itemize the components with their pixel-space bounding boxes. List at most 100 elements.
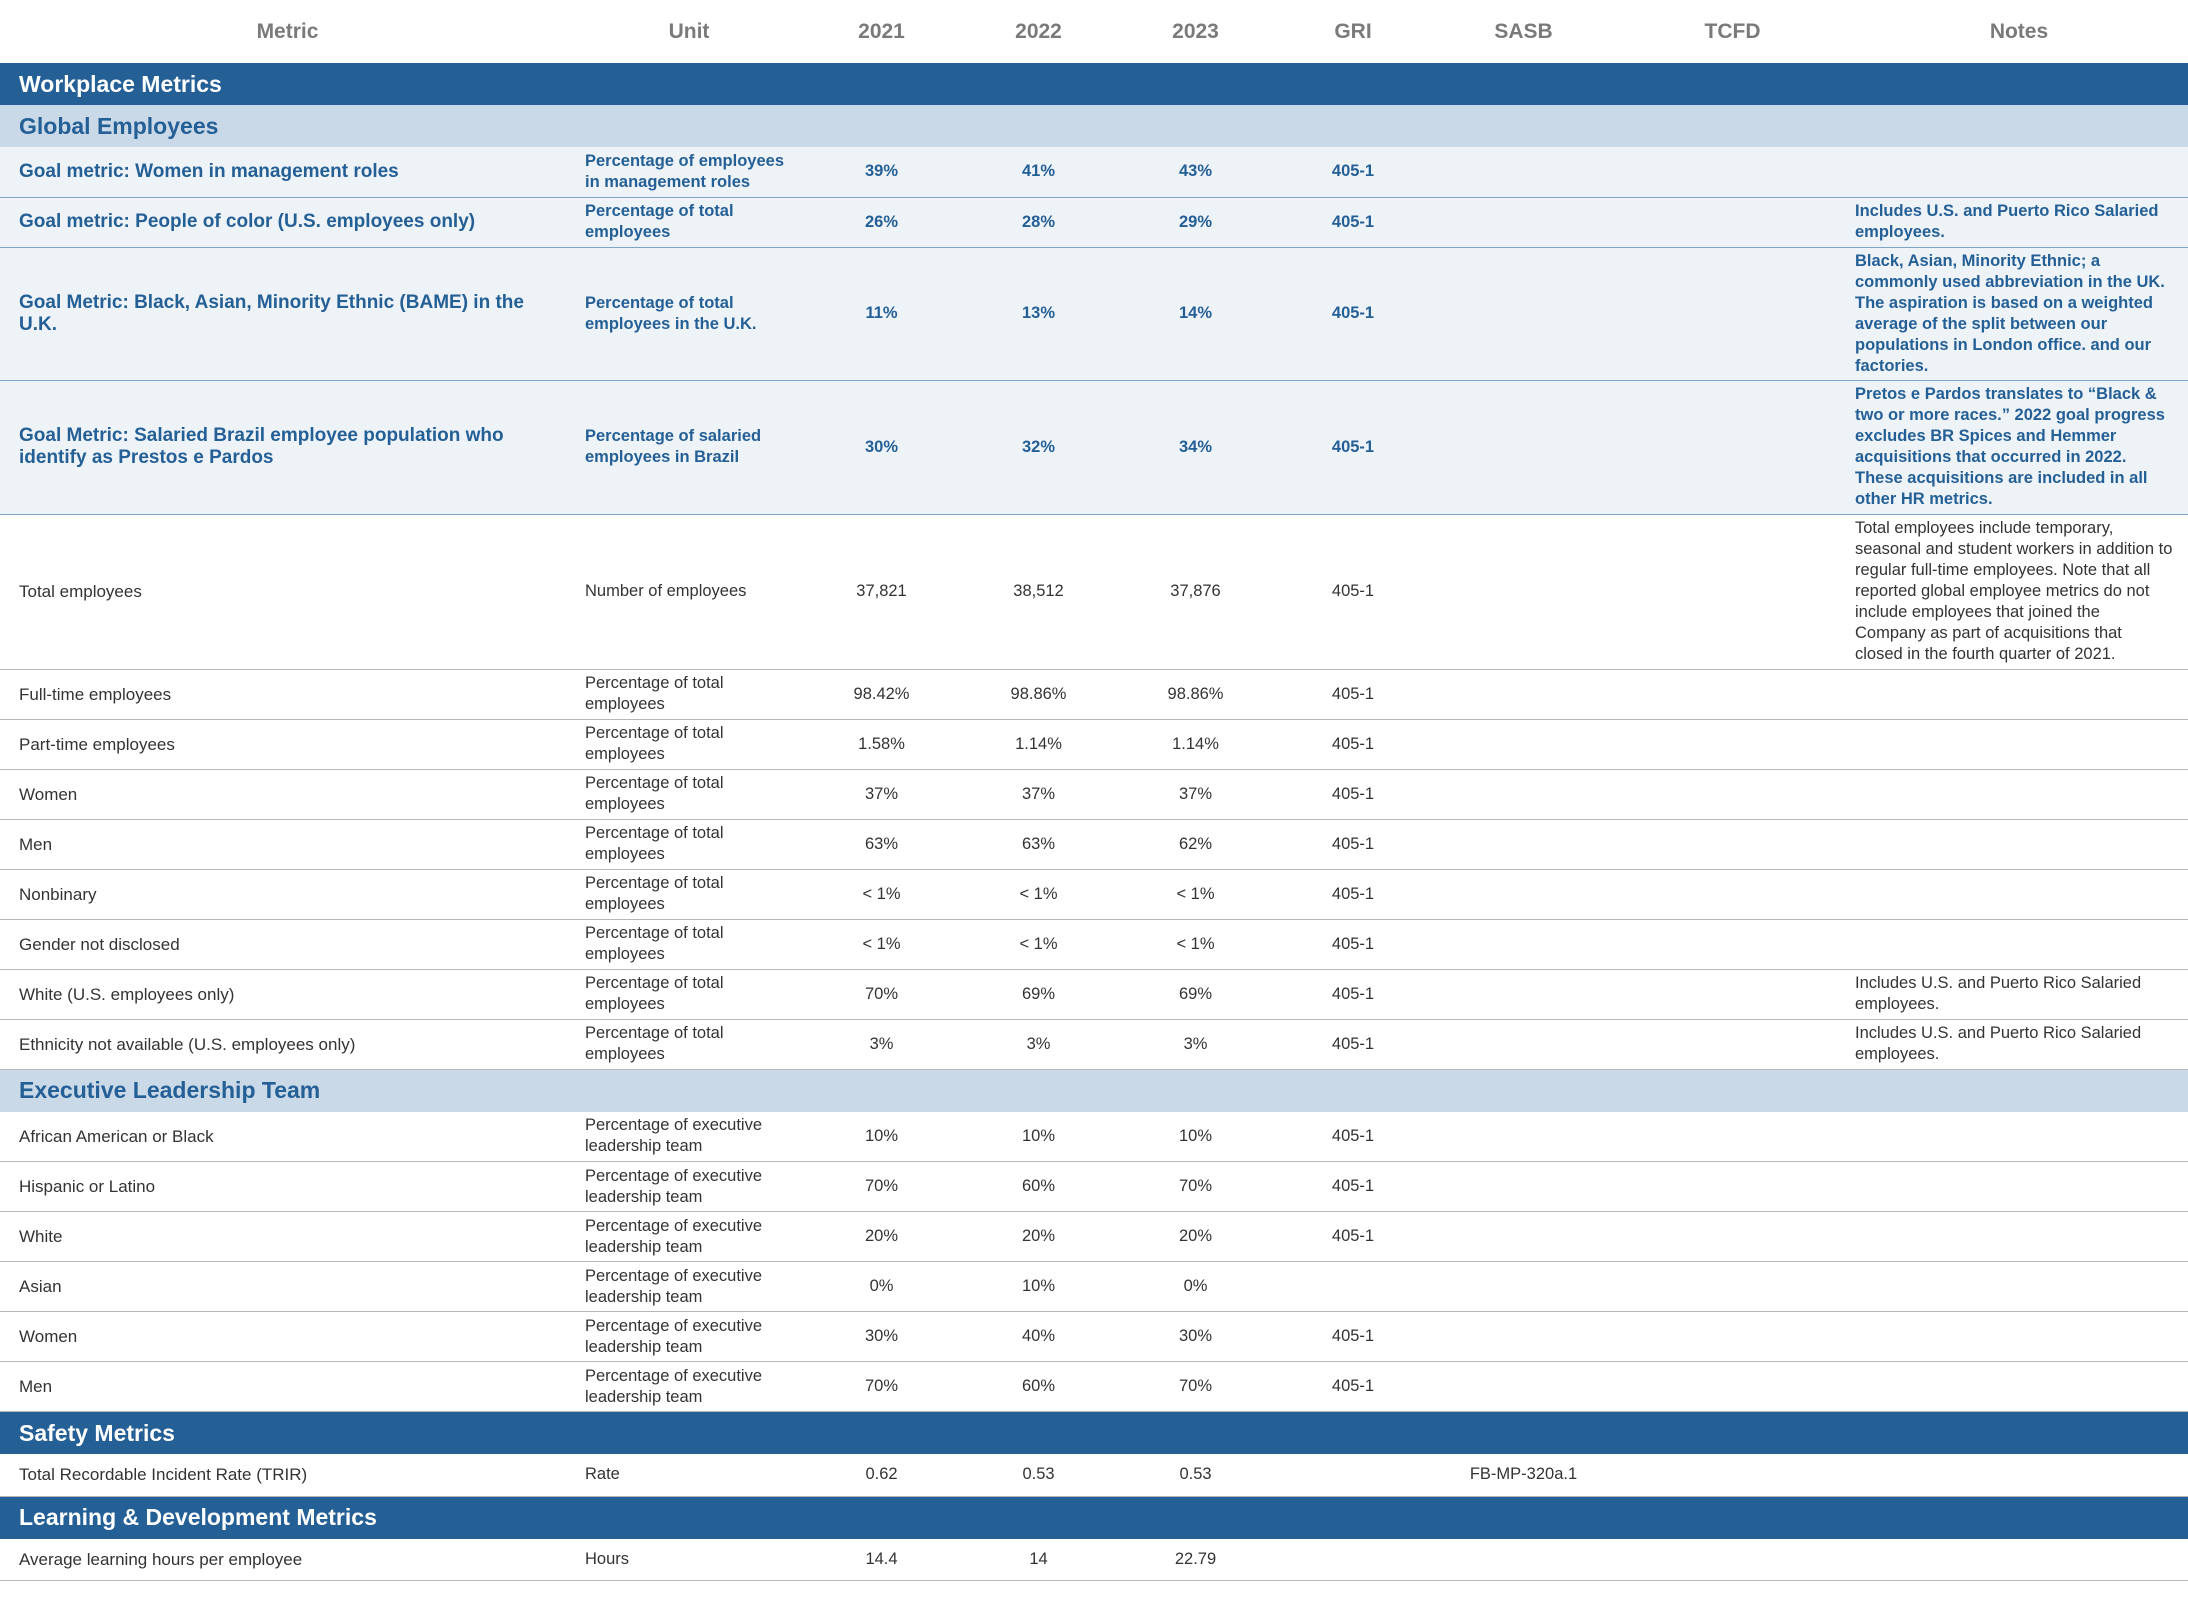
cell-tcfd — [1615, 1111, 1850, 1162]
cell-tcfd — [1615, 1161, 1850, 1212]
cell-y2023: 29% — [1117, 197, 1274, 248]
cell-gri — [1274, 1261, 1432, 1312]
cell-metric: White — [0, 1211, 575, 1262]
cell-unit: Percentage of executive leadership team — [575, 1211, 803, 1262]
cell-y2023: 3% — [1117, 1019, 1274, 1070]
cell-y2022: 28% — [960, 197, 1117, 248]
cell-tcfd — [1615, 919, 1850, 970]
cell-y2021: 20% — [803, 1211, 960, 1262]
learning-development-rows: Average learning hours per employee Hours… — [0, 1538, 2188, 1581]
cell-notes — [1850, 669, 2188, 720]
exec-section-header: Executive Leadership Team — [0, 1069, 2188, 1112]
cell-notes: Black, Asian, Minority Ethnic; a commonl… — [1850, 247, 2188, 381]
cell-y2021: 70% — [803, 1161, 960, 1212]
header-2021: 2021 — [858, 19, 905, 43]
cell-gri — [1274, 1454, 1432, 1497]
learning-section-header: Learning & Development Metrics — [0, 1496, 2188, 1539]
cell-y2022: 40% — [960, 1311, 1117, 1362]
table-row: Full-time employees Percentage of total e… — [0, 669, 2188, 720]
cell-notes — [1850, 1261, 2188, 1312]
cell-metric: Nonbinary — [0, 869, 575, 920]
cell-metric: Men — [0, 819, 575, 870]
header-2022: 2022 — [1015, 19, 1062, 43]
cell-gri: 405-1 — [1274, 247, 1432, 381]
header-tcfd: TCFD — [1704, 19, 1761, 43]
cell-metric: Women — [0, 769, 575, 820]
cell-y2022: < 1% — [960, 919, 1117, 970]
cell-notes: Includes U.S. and Puerto Rico Salaried e… — [1850, 197, 2188, 248]
cell-sasb — [1432, 819, 1615, 870]
cell-unit: Percentage of total employees — [575, 869, 803, 920]
cell-y2023: 43% — [1117, 147, 1274, 198]
cell-unit: Percentage of total employees in the U.K… — [575, 247, 803, 381]
cell-y2022: 41% — [960, 147, 1117, 198]
cell-sasb — [1432, 147, 1615, 198]
cell-gri: 405-1 — [1274, 1361, 1432, 1412]
subsection-executive-leadership: Executive Leadership Team — [0, 1069, 2188, 1112]
cell-sasb — [1432, 247, 1615, 381]
cell-y2022: 63% — [960, 819, 1117, 870]
section-learning-development: Learning & Development Metrics — [0, 1496, 2188, 1539]
cell-sasb — [1432, 1361, 1615, 1412]
table-row: Total employees Number of employees 37,821… — [0, 514, 2188, 670]
cell-y2022: 1.14% — [960, 719, 1117, 770]
cell-sasb — [1432, 669, 1615, 720]
cell-notes — [1850, 869, 2188, 920]
cell-unit: Percentage of total employees — [575, 719, 803, 770]
cell-y2023: 34% — [1117, 380, 1274, 515]
cell-y2023: 14% — [1117, 247, 1274, 381]
header-gri: GRI — [1334, 19, 1372, 43]
cell-y2022: 60% — [960, 1361, 1117, 1412]
cell-y2023: 20% — [1117, 1211, 1274, 1262]
cell-unit: Percentage of executive leadership team — [575, 1361, 803, 1412]
cell-notes — [1850, 769, 2188, 820]
cell-y2021: 30% — [803, 1311, 960, 1362]
cell-gri: 405-1 — [1274, 1161, 1432, 1212]
cell-sasb — [1432, 919, 1615, 970]
cell-y2022: 69% — [960, 969, 1117, 1020]
cell-notes — [1850, 1538, 2188, 1581]
cell-y2023: 10% — [1117, 1111, 1274, 1162]
cell-metric: Goal metric: Women in management roles — [0, 147, 575, 198]
cell-y2023: 98.86% — [1117, 669, 1274, 720]
cell-tcfd — [1615, 1454, 1850, 1497]
section-title: Safety Metrics — [0, 1411, 2188, 1454]
cell-notes — [1850, 1211, 2188, 1262]
cell-y2023: 0.53 — [1117, 1454, 1274, 1497]
cell-sasb — [1432, 1261, 1615, 1312]
cell-tcfd — [1615, 147, 1850, 198]
cell-tcfd — [1615, 514, 1850, 670]
cell-y2023: < 1% — [1117, 919, 1274, 970]
cell-sasb — [1432, 1111, 1615, 1162]
cell-unit: Percentage of total employees — [575, 819, 803, 870]
cell-unit: Percentage of total employees — [575, 669, 803, 720]
cell-gri: 405-1 — [1274, 869, 1432, 920]
cell-tcfd — [1615, 819, 1850, 870]
cell-y2023: 70% — [1117, 1361, 1274, 1412]
table-row: Men Percentage of total employees 63% 63% 62… — [0, 819, 2188, 870]
subsection-global-employees: Global Employees — [0, 105, 2188, 147]
cell-notes: Includes U.S. and Puerto Rico Salaried e… — [1850, 1019, 2188, 1070]
cell-y2022: 14 — [960, 1538, 1117, 1581]
cell-notes: Pretos e Pardos translates to “Black & t… — [1850, 380, 2188, 515]
cell-y2021: 70% — [803, 969, 960, 1020]
header-sasb: SASB — [1494, 19, 1553, 43]
cell-metric: Average learning hours per employee — [0, 1538, 575, 1581]
cell-gri: 405-1 — [1274, 819, 1432, 870]
cell-metric: Total employees — [0, 514, 575, 670]
cell-unit: Percentage of executive leadership team — [575, 1161, 803, 1212]
cell-gri — [1274, 1538, 1432, 1581]
cell-gri: 405-1 — [1274, 197, 1432, 248]
safety-metrics-rows: Total Recordable Incident Rate (TRIR) Rat… — [0, 1454, 2188, 1497]
cell-sasb — [1432, 969, 1615, 1020]
cell-tcfd — [1615, 1311, 1850, 1362]
table-row: Women Percentage of total employees 37% 37%… — [0, 769, 2188, 820]
cell-notes — [1850, 1111, 2188, 1162]
cell-unit: Hours — [575, 1538, 803, 1581]
cell-y2021: 30% — [803, 380, 960, 515]
cell-y2021: 70% — [803, 1361, 960, 1412]
cell-y2023: 70% — [1117, 1161, 1274, 1212]
section-safety-metrics: Safety Metrics — [0, 1411, 2188, 1454]
cell-y2023: 30% — [1117, 1311, 1274, 1362]
